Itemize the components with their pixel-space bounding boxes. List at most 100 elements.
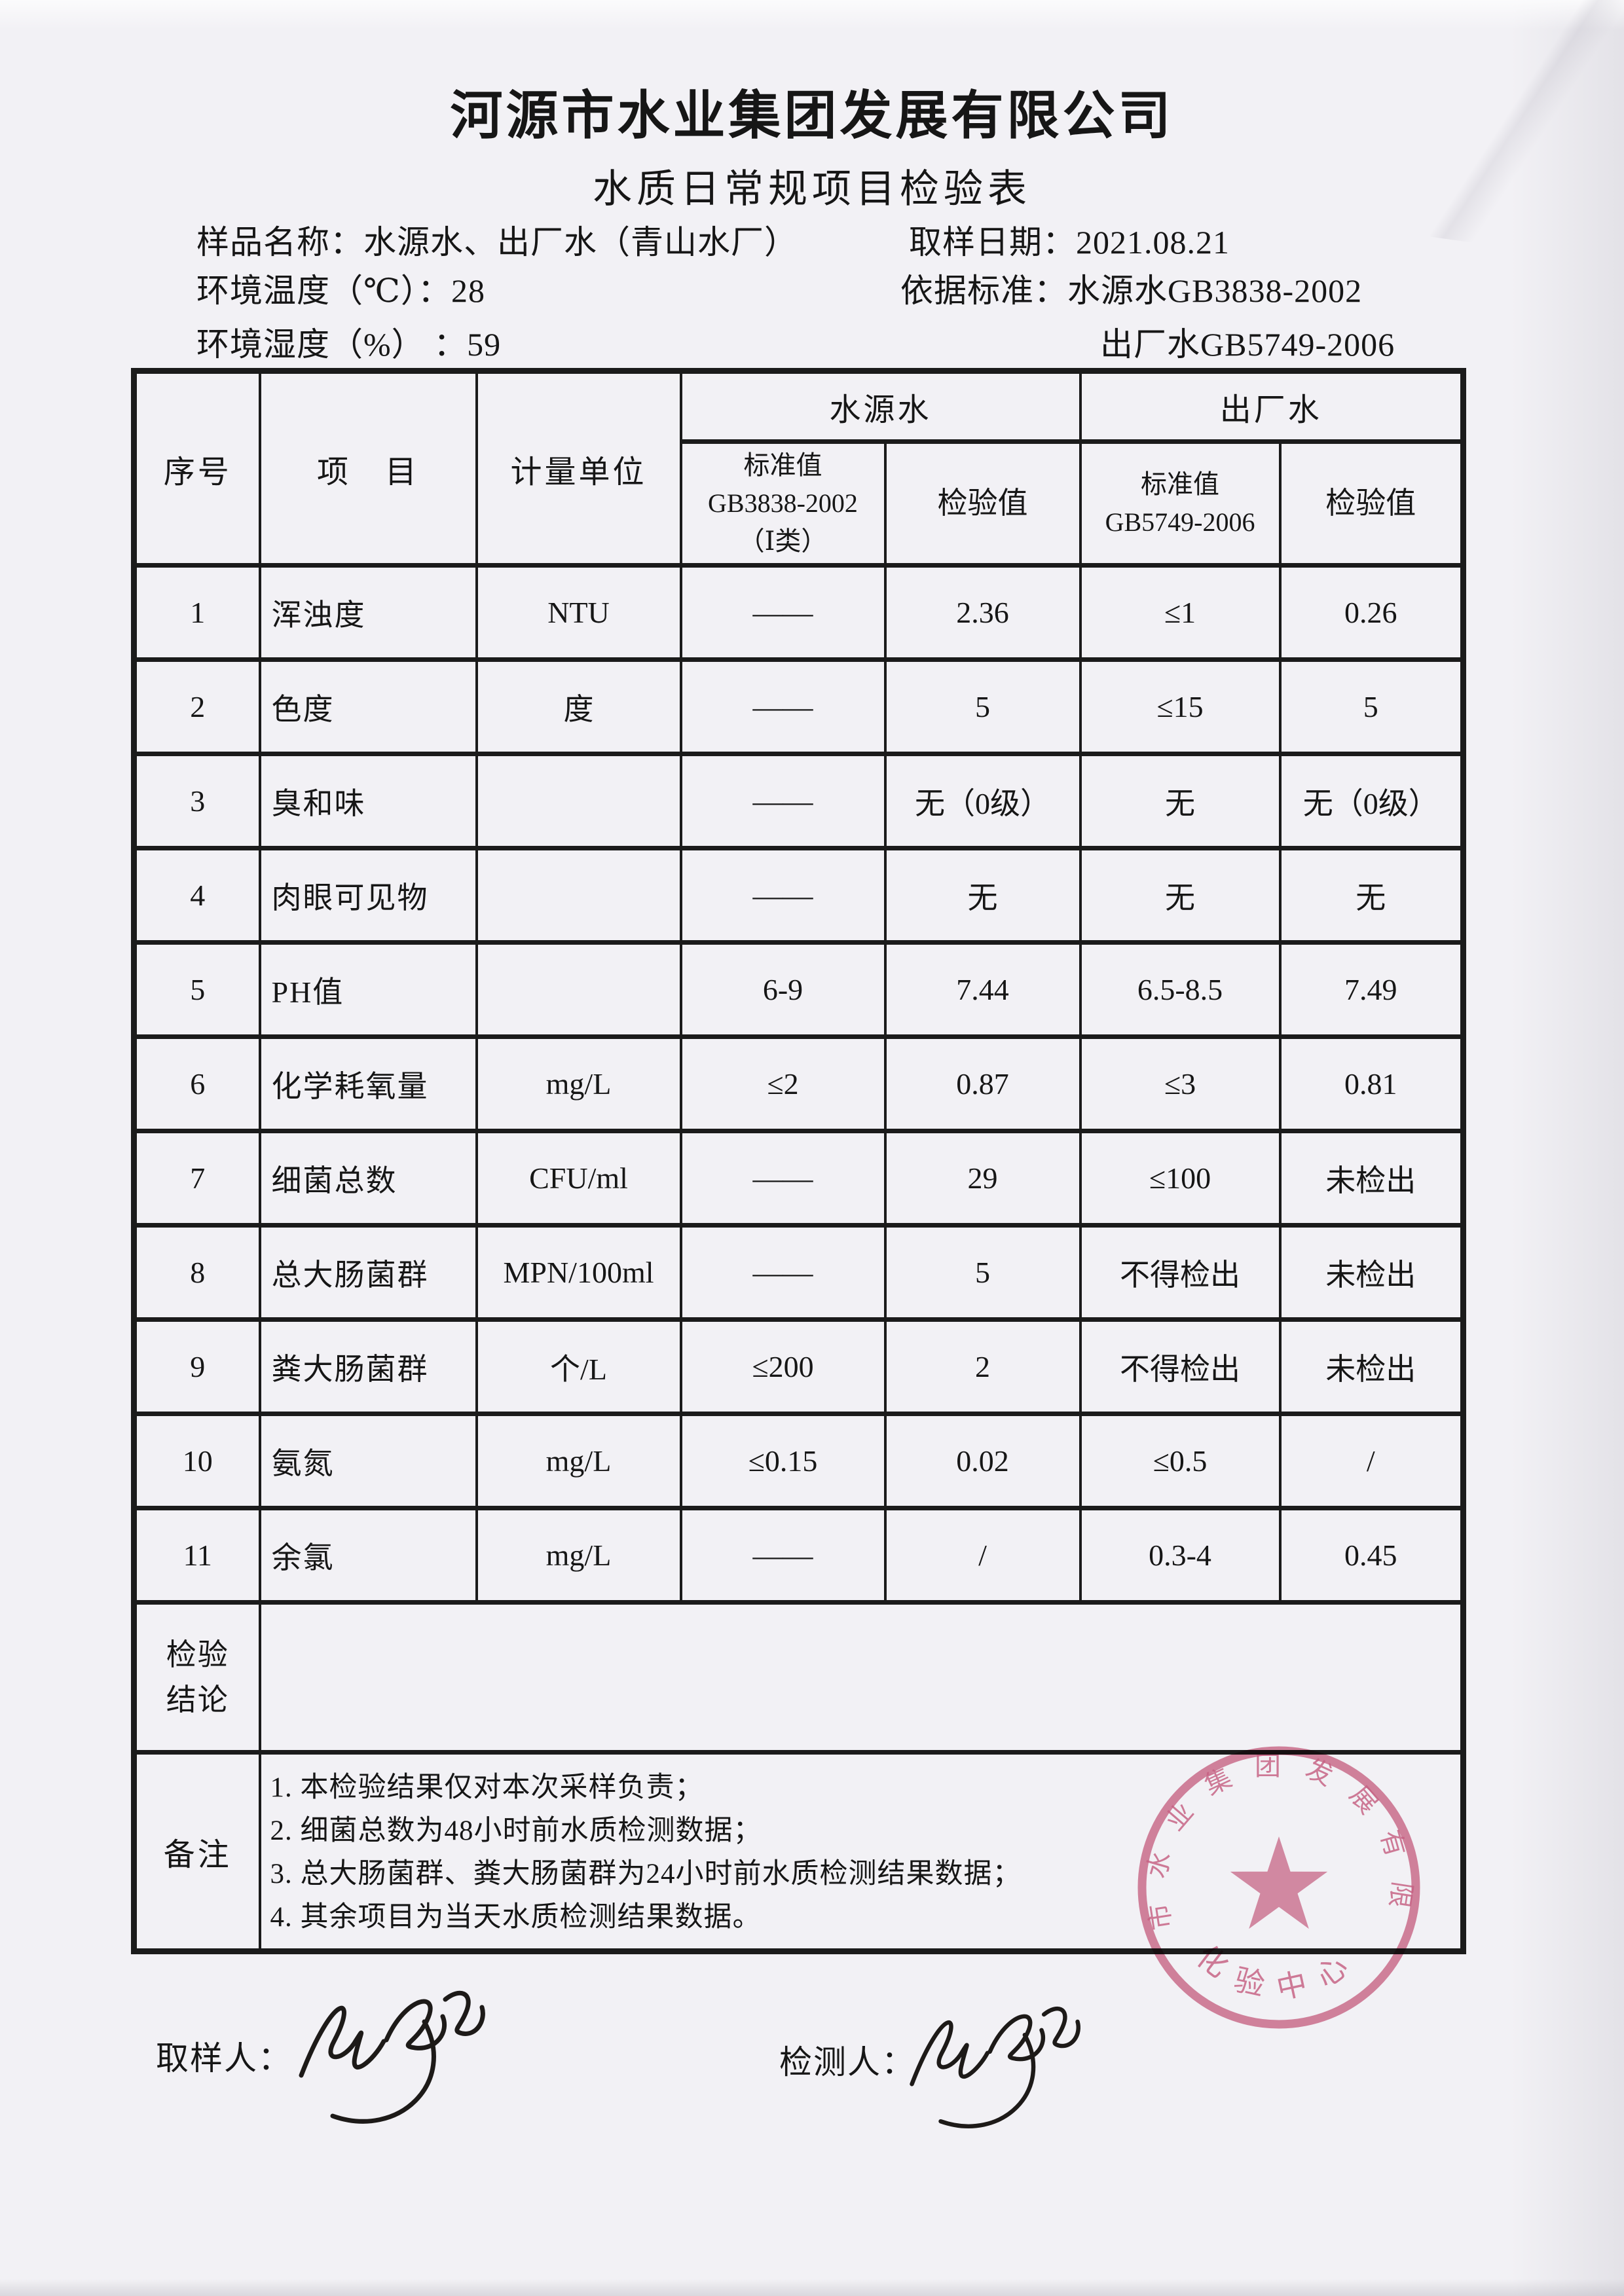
- cell-unit: 度: [475, 657, 682, 756]
- cell-source-value: 5: [883, 1223, 1082, 1322]
- col-header-source-standard: 标准值 GB3838-2002 （Ⅰ类）: [679, 439, 887, 568]
- cell-outgoing-value: 无: [1278, 846, 1465, 945]
- col-header-no: 序号: [132, 369, 261, 568]
- cell-item: 色度: [258, 657, 478, 756]
- cell-unit: 个/L: [475, 1317, 682, 1416]
- remark-line: 1. 本检验结果仅对本次采样负责；: [270, 1772, 704, 1803]
- sampling-date-value: 2021.08.21: [1076, 224, 1230, 261]
- cell-outgoing-standard: ≤1: [1079, 563, 1282, 662]
- cell-outgoing-standard: ≤15: [1079, 657, 1282, 756]
- cell-source-standard: ——: [679, 563, 887, 662]
- cell-source-standard: ——: [679, 1223, 887, 1322]
- cell-source-value: 0.02: [883, 1412, 1082, 1510]
- cell-outgoing-value: 5: [1278, 657, 1465, 756]
- tester-signature-handwriting: [894, 1994, 1110, 2151]
- cell-outgoing-value: /: [1278, 1412, 1465, 1510]
- remark-line: 2. 细菌总数为48小时前水质检测数据；: [270, 1815, 762, 1846]
- standard-line: 依据标准：水源水GB3838-2002: [900, 264, 1362, 312]
- cell-source-value: 0.87: [883, 1034, 1082, 1133]
- cell-outgoing-standard: ≤0.5: [1079, 1412, 1282, 1510]
- cell-source-standard: ≤0.15: [679, 1412, 887, 1510]
- cell-item: 总大肠菌群: [258, 1223, 478, 1322]
- company-title: 河源市水业集团发展有限公司: [450, 88, 1174, 145]
- cell-item: PH值: [258, 940, 478, 1039]
- cell-source-standard: ——: [679, 846, 887, 945]
- cell-source-value: 2: [883, 1317, 1082, 1416]
- cell-unit: [475, 752, 682, 850]
- cell-unit: [475, 846, 682, 945]
- cell-unit: mg/L: [475, 1412, 682, 1510]
- col-header-unit: 计量单位: [475, 369, 682, 568]
- cell-source-standard: ≤2: [679, 1034, 887, 1133]
- cell-no: 3: [132, 752, 261, 850]
- cell-outgoing-value: 0.81: [1278, 1034, 1465, 1133]
- sampler-label: 取样人：: [156, 2040, 292, 2077]
- cell-outgoing-value: 无（0级）: [1278, 752, 1465, 850]
- env-temp-line: 环境温度（℃）：28: [196, 264, 485, 312]
- cell-outgoing-value: 7.49: [1278, 940, 1465, 1039]
- cell-no: 10: [132, 1412, 261, 1510]
- cell-outgoing-value: 未检出: [1278, 1317, 1465, 1416]
- table-row: 11 余氯 mg/L —— / 0.3-4 0.45: [132, 1506, 1465, 1605]
- sampler-signature-handwriting: [282, 1977, 517, 2147]
- cell-source-standard: ——: [679, 657, 887, 756]
- sampling-date-line: 取样日期：2021.08.21: [909, 216, 1230, 263]
- cell-no: 7: [132, 1129, 261, 1228]
- cell-source-standard: ≤200: [679, 1317, 887, 1416]
- cell-item: 肉眼可见物: [258, 846, 478, 945]
- cell-source-value: 无: [883, 846, 1082, 945]
- col-header-outgoing-value: 检验值: [1278, 439, 1465, 568]
- cell-unit: CFU/ml: [475, 1129, 682, 1228]
- env-temp-label: 环境温度（℃）：: [196, 272, 451, 309]
- cell-item: 浑浊度: [258, 563, 478, 662]
- standard-label: 依据标准：: [900, 272, 1067, 309]
- cell-no: 6: [132, 1034, 261, 1133]
- cell-outgoing-standard: ≤3: [1079, 1034, 1282, 1133]
- cell-item: 化学耗氧量: [258, 1034, 478, 1133]
- remarks-label: 备注: [132, 1750, 261, 1954]
- cell-source-value: 7.44: [883, 940, 1082, 1039]
- col-group-source-water: 水源水: [679, 369, 1082, 444]
- sampling-date-label: 取样日期：: [909, 224, 1076, 261]
- standard-source-value: 水源水GB3838-2002: [1067, 272, 1363, 309]
- cell-outgoing-value: 未检出: [1278, 1129, 1465, 1228]
- table-row: 10 氨氮 mg/L ≤0.15 0.02 ≤0.5 /: [132, 1412, 1465, 1510]
- cell-no: 2: [132, 657, 261, 756]
- cell-no: 4: [132, 846, 261, 945]
- cell-source-value: /: [883, 1506, 1082, 1605]
- cell-item: 细菌总数: [258, 1129, 478, 1228]
- cell-source-standard: ——: [679, 1506, 887, 1605]
- cell-outgoing-standard: 不得检出: [1079, 1223, 1282, 1322]
- cell-outgoing-standard: 无: [1079, 846, 1282, 945]
- env-temp-value: 28: [451, 272, 485, 309]
- cell-outgoing-standard: 不得检出: [1079, 1317, 1282, 1416]
- cell-source-value: 无（0级）: [883, 752, 1082, 850]
- remarks-body: 1. 本检验结果仅对本次采样负责； 2. 细菌总数为48小时前水质检测数据； 3…: [258, 1750, 1465, 1954]
- env-humidity-value: 59: [467, 326, 502, 363]
- col-header-source-value: 检验值: [883, 439, 1082, 568]
- conclusion-row: 检验 结论: [132, 1600, 1465, 1755]
- col-header-outgoing-standard: 标准值 GB5749-2006: [1079, 439, 1282, 568]
- cell-unit: mg/L: [475, 1034, 682, 1133]
- table-row: 6 化学耗氧量 mg/L ≤2 0.87 ≤3 0.81: [132, 1034, 1465, 1133]
- report-title: 水质日常规项目检验表: [593, 168, 1031, 211]
- col-header-item: 项 目: [258, 369, 478, 568]
- cell-outgoing-standard: 6.5-8.5: [1079, 940, 1282, 1039]
- standard-outgoing-line: 出厂水GB5749-2006: [1100, 318, 1395, 365]
- cell-item: 氨氮: [258, 1412, 478, 1510]
- cell-item: 粪大肠菌群: [258, 1317, 478, 1416]
- cell-source-value: 2.36: [883, 563, 1082, 662]
- conclusion-label: 检验 结论: [132, 1600, 261, 1755]
- table-row: 3 臭和味 —— 无（0级） 无 无（0级）: [132, 752, 1465, 850]
- cell-no: 5: [132, 940, 261, 1039]
- cell-outgoing-value: 0.26: [1278, 563, 1465, 662]
- col-group-outgoing-water: 出厂水: [1079, 369, 1465, 444]
- cell-no: 11: [132, 1506, 261, 1605]
- remark-line: 3. 总大肠菌群、粪大肠菌群为24小时前水质检测结果数据；: [270, 1859, 1022, 1889]
- table-row: 9 粪大肠菌群 个/L ≤200 2 不得检出 未检出: [132, 1317, 1465, 1416]
- cell-unit: MPN/100ml: [475, 1223, 682, 1322]
- table-row: 4 肉眼可见物 —— 无 无 无: [132, 846, 1465, 945]
- cell-unit: NTU: [475, 563, 682, 662]
- remark-line: 4. 其余项目为当天水质检测结果数据。: [270, 1902, 762, 1933]
